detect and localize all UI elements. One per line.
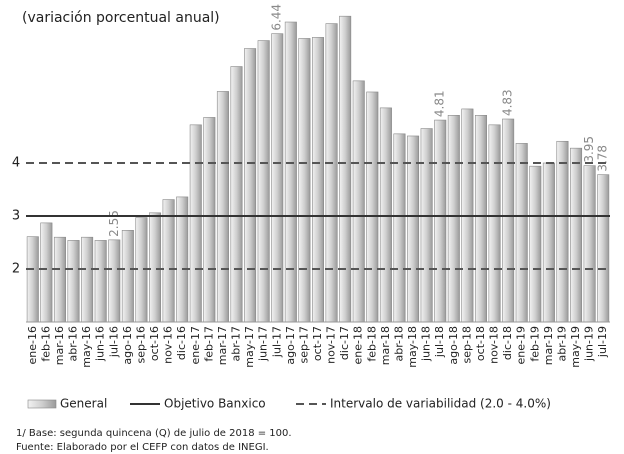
legend-swatch	[27, 399, 57, 409]
x-tick-label: mar-18	[379, 326, 392, 365]
x-tick-label: feb-16	[39, 326, 52, 362]
x-tick-label: may-19	[569, 326, 582, 368]
x-tick-label: oct-18	[474, 326, 487, 361]
bar	[81, 236, 94, 323]
x-tick-label: feb-17	[202, 326, 215, 362]
data-label: 3.78	[596, 145, 610, 172]
x-tick-label: jul-16	[107, 326, 120, 358]
x-tick-label: ene-18	[352, 326, 365, 364]
x-tick-label: nov-17	[325, 326, 338, 364]
x-tick-label: dic-18	[501, 326, 514, 360]
data-label: 4.81	[433, 90, 447, 117]
x-tick-label: mar-17	[216, 326, 229, 365]
note: Fuente: Elaborado por el CEFP con datos …	[16, 442, 269, 453]
bar	[40, 222, 53, 323]
bar	[94, 240, 107, 323]
x-tick-label: abr-18	[392, 326, 405, 362]
bar	[149, 212, 162, 323]
bar	[216, 91, 229, 323]
bar	[529, 165, 542, 323]
x-tick-label: ago-17	[284, 326, 297, 365]
x-tick-label: oct-16	[148, 326, 161, 361]
x-tick-label: dic-17	[338, 326, 351, 360]
bar	[515, 143, 528, 323]
bar	[542, 162, 555, 323]
bar	[434, 119, 447, 323]
bar	[230, 66, 243, 323]
x-tick-label: jun-16	[94, 326, 107, 362]
bar	[67, 240, 80, 323]
x-tick-label: jun-19	[583, 326, 596, 362]
x-tick-label: dic-16	[175, 326, 188, 360]
bar	[502, 118, 515, 323]
x-tick-label: ago-18	[447, 326, 460, 365]
bar	[597, 174, 610, 323]
x-tick-label: may-18	[406, 326, 419, 368]
x-tick-label: sep-18	[460, 326, 473, 363]
x-tick-label: jul-18	[433, 326, 446, 358]
legend-label: Intervalo de variabilidad (2.0 - 4.0%)	[330, 397, 551, 411]
x-tick-label: jun-18	[420, 326, 433, 362]
bar	[339, 15, 352, 323]
x-tick-label: feb-19	[528, 326, 541, 362]
x-tick-label: abr-16	[67, 326, 80, 362]
x-tick-label: ene-19	[515, 326, 528, 364]
x-tick-label: mar-16	[53, 326, 66, 365]
x-tick-label: oct-17	[311, 326, 324, 361]
data-label: 4.83	[501, 89, 515, 116]
x-tick-label: may-17	[243, 326, 256, 368]
data-label: 2.55	[107, 210, 121, 237]
x-tick-label: mar-19	[542, 326, 555, 365]
y-tick-label: 2	[12, 262, 20, 277]
x-tick-label: ago-16	[121, 326, 134, 365]
x-tick-label: ene-16	[26, 326, 39, 364]
bar	[325, 23, 338, 323]
data-label: 3.95	[582, 136, 596, 163]
x-tick-label: jul-19	[596, 326, 609, 358]
y-tick-label: 3	[12, 209, 20, 224]
bar	[203, 117, 216, 323]
bar	[257, 40, 270, 323]
chart-subtitle: (variación porcentual anual)	[22, 10, 220, 26]
bar	[26, 236, 39, 323]
bar	[352, 80, 365, 323]
bar	[488, 124, 501, 323]
bar	[447, 115, 460, 323]
x-tick-label: nov-18	[488, 326, 501, 364]
bar	[556, 140, 569, 323]
legend-label: General	[60, 397, 107, 411]
bar	[121, 230, 134, 323]
x-tick-label: feb-18	[365, 326, 378, 362]
bar	[311, 37, 325, 323]
bar	[271, 33, 284, 323]
x-tick-label: abr-19	[555, 326, 568, 362]
x-tick-label: jun-17	[257, 326, 270, 362]
x-tick-label: sep-17	[297, 326, 310, 363]
y-tick-label: 4	[12, 156, 20, 171]
bar	[53, 236, 66, 323]
x-tick-label: nov-16	[162, 326, 175, 364]
note: 1/ Base: segunda quincena (Q) de julio d…	[16, 428, 292, 439]
x-tick-label: may-16	[80, 326, 93, 368]
bar	[162, 199, 175, 323]
bar	[284, 21, 297, 323]
x-tick-label: jul-17	[270, 326, 283, 358]
bar	[244, 48, 257, 323]
bar	[108, 239, 121, 323]
bar	[583, 165, 596, 323]
bar	[420, 128, 433, 323]
bar	[298, 38, 311, 323]
x-tick-label: ene-17	[189, 326, 202, 364]
x-tick-label: abr-17	[230, 326, 243, 362]
bar	[366, 91, 379, 323]
bar	[189, 124, 202, 323]
data-label: 6.44	[270, 4, 284, 31]
bar	[379, 107, 392, 323]
bar	[474, 115, 487, 323]
bar	[570, 147, 583, 323]
legend-label: Objetivo Banxico	[164, 397, 266, 411]
x-tick-label: sep-16	[134, 326, 147, 363]
